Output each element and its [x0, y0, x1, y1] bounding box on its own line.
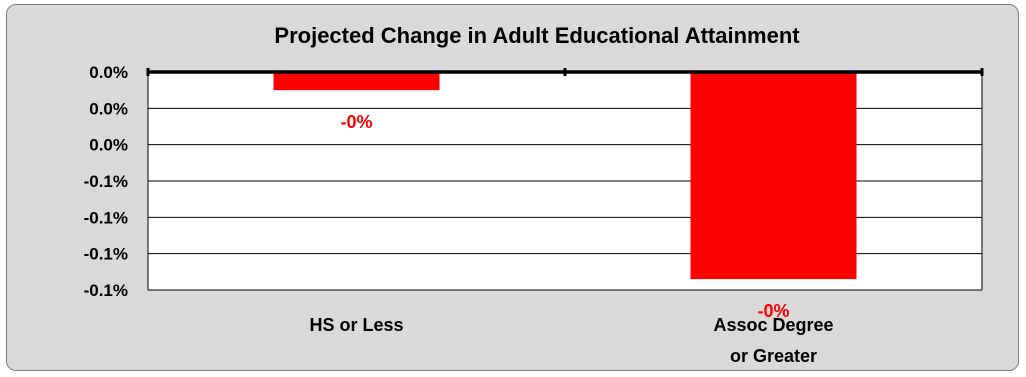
y-tick-label: 0.0%: [89, 63, 128, 82]
x-axis: [146, 68, 984, 76]
y-axis-ticks: 0.0% 0.0% 0.0% -0.1% -0.1% -0.1% -0.1%: [84, 63, 128, 300]
data-label: -0%: [757, 301, 789, 321]
x-category-label: HS or Less: [309, 315, 403, 335]
y-tick-label: -0.1%: [84, 208, 128, 227]
y-tick-label: 0.0%: [89, 136, 128, 155]
chart-title: Projected Change in Adult Educational At…: [274, 23, 800, 48]
bar: [690, 72, 857, 280]
x-category-label: Assoc Degree or Greater: [713, 315, 833, 366]
bar: [273, 72, 440, 91]
y-tick-label: -0.1%: [84, 172, 128, 191]
y-tick-label: 0.0%: [89, 99, 128, 118]
bars: [273, 72, 857, 280]
x-axis-categories: HS or Less Assoc Degree or Greater: [309, 315, 833, 366]
data-labels: -0% -0%: [340, 112, 789, 321]
y-tick-label: -0.1%: [84, 281, 128, 300]
y-tick-label: -0.1%: [84, 245, 128, 264]
data-label: -0%: [340, 112, 372, 132]
